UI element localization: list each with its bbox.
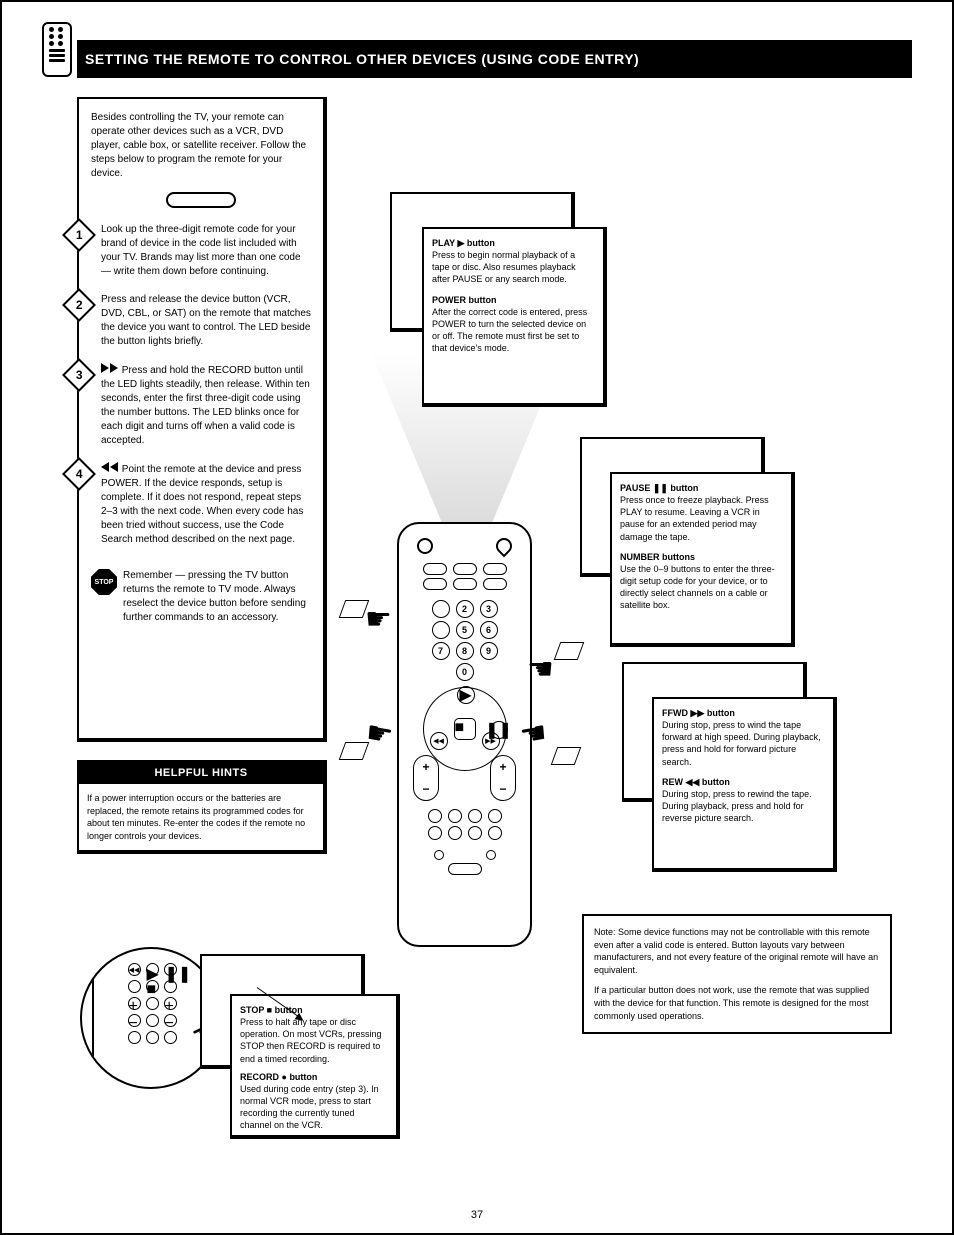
panel-play: PLAY ▶ button Press to begin normal play… [422, 227, 607, 407]
helpful-hints-body: If a power interruption occurs or the ba… [79, 784, 323, 850]
step-2: 2 Press and release the device button (V… [91, 293, 311, 349]
panel-power-body: After the correct code is entered, press… [432, 306, 595, 355]
stop-icon: STOP [91, 569, 117, 595]
instructions-box: Besides controlling the TV, your remote … [77, 97, 327, 742]
panel-play-title: PLAY ▶ button [432, 237, 595, 249]
step-2-badge: 2 [62, 288, 96, 322]
intro-text: Besides controlling the TV, your remote … [91, 111, 311, 181]
page-number: 37 [471, 1209, 483, 1221]
step-3: 3 Press and hold the RECORD button until… [91, 363, 311, 448]
remote-ch-rocker: +− [490, 755, 516, 801]
panel-ffwd: FFWD ▶▶ button During stop, press to win… [652, 697, 837, 872]
pointing-hand-icon: ☛ [363, 715, 396, 754]
step-3-text: Press and hold the RECORD button until t… [101, 363, 311, 448]
step-1: 1 Look up the three-digit remote code fo… [91, 223, 311, 279]
panel-pause: PAUSE ❚❚ button Press once to freeze pla… [610, 472, 795, 647]
pointing-hand-icon: ☛ [365, 602, 392, 637]
ffwd-icon [101, 363, 109, 373]
panel-ss: STOP ■ button Press to halt any tape or … [230, 994, 400, 1139]
page-title: SETTING THE REMOTE TO CONTROL OTHER DEVI… [77, 40, 912, 78]
callout-tag [339, 742, 370, 760]
stop-note: Remember — pressing the TV button return… [123, 569, 311, 625]
panel-ffwd-body: During stop, press to wind the tape forw… [662, 719, 825, 768]
remote-power-icon [493, 535, 516, 558]
panel-numbers-body: Use the 0–9 buttons to enter the three-d… [620, 563, 783, 612]
callout-tag [551, 747, 582, 765]
note-p1: Note: Some device functions may not be c… [594, 926, 880, 976]
callout-tag [339, 600, 370, 618]
panel-record-body: Used during code entry (step 3). In norm… [240, 1083, 388, 1132]
step-2-text: Press and release the device button (VCR… [101, 293, 311, 349]
callout-tag [554, 642, 585, 660]
remote-vol-rocker: +− [413, 755, 439, 801]
panel-stop-title: STOP ■ button [240, 1004, 388, 1016]
panel-power-title: POWER button [432, 294, 595, 306]
remote-led-icon [417, 538, 433, 554]
panel-play-body: Press to begin normal playback of a tape… [432, 249, 595, 285]
rew-icon [101, 462, 109, 472]
panel-pause-title: PAUSE ❚❚ button [620, 482, 783, 494]
step-3-badge: 3 [62, 358, 96, 392]
step-4-badge: 4 [62, 457, 96, 491]
ffwd-icon [110, 363, 118, 373]
step-1-badge: 1 [62, 218, 96, 252]
helpful-hints-title: HELPFUL HINTS [79, 762, 323, 784]
panel-record-title: RECORD ● button [240, 1071, 388, 1083]
remote-illustration: 23 56 789 0 ▶ ❚❚ ■ ◀◀ ▶▶ +− +− [397, 522, 532, 947]
note-p2: If a particular button does not work, us… [594, 984, 880, 1022]
panel-ffwd-title: FFWD ▶▶ button [662, 707, 825, 719]
step-1-text: Look up the three-digit remote code for … [101, 223, 311, 279]
note-box: Note: Some device functions may not be c… [582, 914, 892, 1034]
rew-icon [110, 462, 118, 472]
panel-rew-body: During stop, press to rewind the tape. D… [662, 788, 825, 824]
step-4: 4 Point the remote at the device and pre… [91, 462, 311, 547]
panel-stop-body: Press to halt any tape or disc operation… [240, 1016, 388, 1065]
left-column: Besides controlling the TV, your remote … [77, 97, 327, 854]
panel-rew-title: REW ◀◀ button [662, 776, 825, 788]
helpful-hints-box: HELPFUL HINTS If a power interruption oc… [77, 760, 327, 854]
panel-numbers-title: NUMBER buttons [620, 551, 783, 563]
code-slot-icon [166, 192, 236, 208]
panel-pause-body: Press once to freeze playback. Press PLA… [620, 494, 783, 543]
manual-page: SETTING THE REMOTE TO CONTROL OTHER DEVI… [0, 0, 954, 1235]
step-4-text: Point the remote at the device and press… [101, 462, 311, 547]
remote-icon [42, 22, 72, 77]
